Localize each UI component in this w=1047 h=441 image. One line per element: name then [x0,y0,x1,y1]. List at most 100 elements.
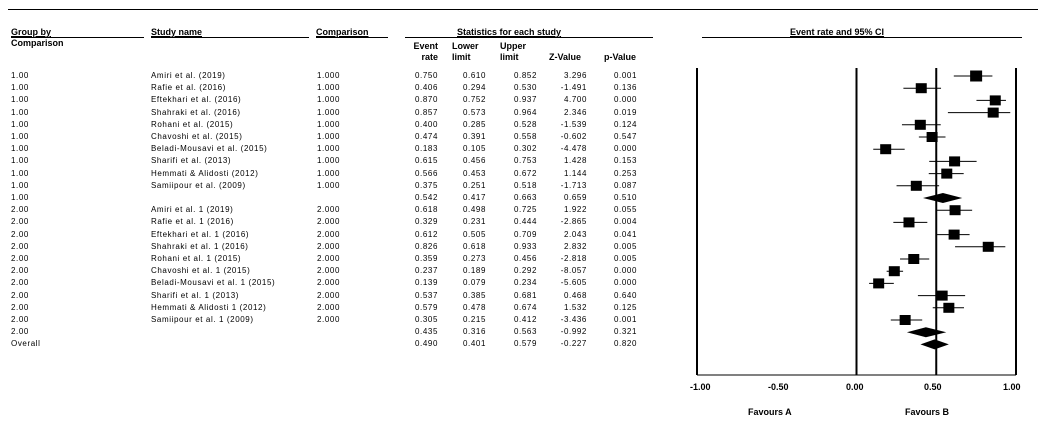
cell-lower-limit: 0.417 [462,193,486,202]
cell-z-value: -1.539 [560,119,587,129]
cell-study-name: Hemmati & Alidosti 1 (2012) [151,302,267,312]
cell-lower-limit: 0.752 [462,95,486,105]
cell-group: 2.00 [11,254,29,263]
header-stats: Statistics for each study [457,27,562,37]
study-marker [903,217,915,228]
study-marker [948,229,960,240]
cell-comparison: 2.000 [317,315,341,324]
cell-group: 2.00 [11,327,29,337]
cell-comparison: 2.000 [317,229,341,239]
cell-group: 2.00 [11,315,29,324]
axis-tick-label: -0.50 [768,382,789,392]
cell-p-value: 0.001 [613,315,637,324]
cell-upper-limit: 0.444 [513,217,537,227]
header-comparison-sub: Comparison [11,38,64,48]
cell-event-rate: 0.329 [414,217,438,227]
cell-lower-limit: 0.453 [462,168,486,178]
top-rule [8,9,1038,10]
cell-comparison: 1.000 [317,71,341,80]
study-marker [873,278,885,289]
cell-z-value: 0.659 [563,193,587,202]
cell-event-rate: 0.750 [414,71,438,80]
cell-event-rate: 0.537 [414,290,438,300]
cell-study-name: Amiri et al. (2019) [151,71,226,80]
cell-p-value: 0.253 [613,168,637,178]
cell-group: 2.00 [11,278,29,288]
cell-event-rate: 0.857 [414,107,438,117]
cell-lower-limit: 0.498 [462,205,486,215]
cell-lower-limit: 0.505 [462,229,486,239]
cell-p-value: 0.000 [613,95,637,105]
cell-event-rate: 0.618 [414,205,438,215]
cell-z-value: -0.992 [560,327,587,337]
cell-p-value: 0.087 [613,180,637,190]
cell-group: 1.00 [11,144,29,154]
study-marker [941,168,953,179]
cell-lower-limit: 0.294 [462,83,486,93]
header-ci: Event rate and 95% CI [790,27,885,37]
cell-z-value: 1.532 [563,302,587,312]
cell-study-name: Rohani et al. (2015) [151,119,234,129]
axis-tick-label: 1.00 [1003,382,1021,392]
study-marker [899,315,911,325]
axis-tick-label: 0.50 [924,382,942,392]
cell-p-value: 0.153 [613,156,637,166]
study-marker [908,254,920,264]
col-header-upper: Upper [500,41,527,51]
cell-z-value: -0.227 [560,339,587,349]
cell-comparison: 2.000 [317,205,341,215]
cell-lower-limit: 0.385 [462,290,486,300]
cell-upper-limit: 0.964 [513,107,537,117]
cell-comparison: 1.000 [317,83,341,93]
col-header-upper-limit: limit [500,52,519,62]
cell-event-rate: 0.566 [414,168,438,178]
cell-event-rate: 0.870 [414,95,438,105]
cell-upper-limit: 0.234 [513,278,537,288]
cell-upper-limit: 0.852 [513,71,537,80]
cell-study-name: Rafie et al. 1 (2016) [151,217,234,227]
header-underline [702,37,1022,38]
cell-study-name: Rohani et al. 1 (2015) [151,254,242,263]
cell-lower-limit: 0.273 [462,254,486,263]
cell-comparison: 2.000 [317,290,341,300]
cell-comparison: 1.000 [317,95,341,105]
cell-upper-limit: 0.579 [513,339,537,349]
cell-z-value: -4.478 [560,144,587,154]
cell-study-name: Hemmati & Alidosti (2012) [151,168,259,178]
cell-z-value: 4.700 [563,95,587,105]
study-marker [914,119,926,130]
cell-group: 2.00 [11,241,29,251]
summary-diamond [906,327,947,338]
cell-group: 2.00 [11,302,29,312]
cell-study-name: Sharifi et al. 1 (2013) [151,290,240,300]
cell-group: 2.00 [11,266,29,276]
cell-p-value: 0.510 [613,193,637,202]
cell-z-value: -2.818 [560,254,587,263]
cell-study-name: Beladi-Mousavi et al. 1 (2015) [151,278,276,288]
study-marker [926,132,938,142]
cell-event-rate: 0.375 [414,180,438,190]
cell-lower-limit: 0.251 [462,180,486,190]
cell-lower-limit: 0.215 [462,315,486,324]
cell-p-value: 0.640 [613,290,637,300]
cell-event-rate: 0.579 [414,302,438,312]
cell-group: 1.00 [11,71,29,80]
cell-event-rate: 0.139 [414,278,438,288]
cell-comparison: 1.000 [317,107,341,117]
cell-group: 1.00 [11,95,29,105]
cell-p-value: 0.004 [613,217,637,227]
cell-comparison: 2.000 [317,266,341,276]
cell-z-value: -0.602 [560,132,587,141]
cell-comparison: 1.000 [317,156,341,166]
cell-p-value: 0.000 [613,144,637,154]
col-header-z-value: Z-Value [549,52,582,62]
col-header-event: Event [413,41,438,51]
study-marker [915,83,927,94]
cell-lower-limit: 0.316 [462,327,486,337]
cell-p-value: 0.005 [613,254,637,263]
cell-comparison: 1.000 [317,144,341,154]
header-underline [151,37,309,38]
cell-lower-limit: 0.079 [462,278,486,288]
cell-p-value: 0.321 [613,327,637,337]
cell-event-rate: 0.435 [414,327,438,337]
